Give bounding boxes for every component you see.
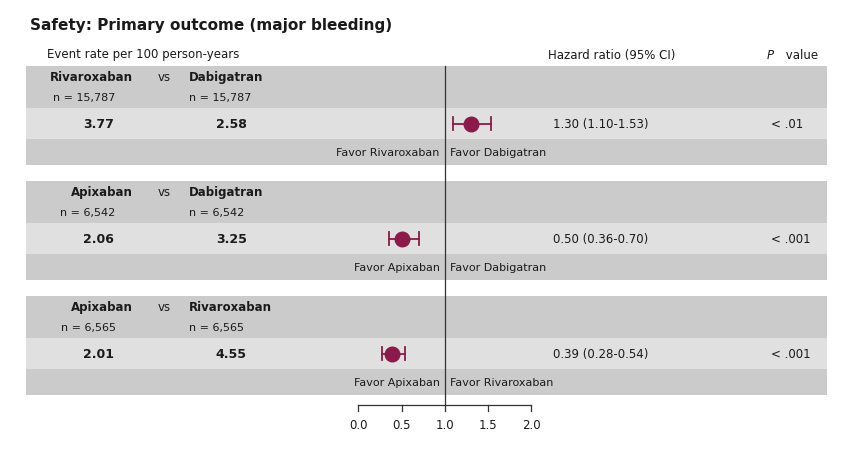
Text: < .01: < .01: [771, 118, 804, 131]
Text: Favor Rivaroxaban: Favor Rivaroxaban: [450, 377, 554, 387]
Text: 2.0: 2.0: [522, 418, 541, 431]
Bar: [26, 140, 827, 165]
Text: 0.5: 0.5: [393, 418, 411, 431]
Text: vs: vs: [158, 301, 171, 314]
Text: 2.58: 2.58: [216, 118, 247, 131]
Text: value: value: [782, 49, 818, 62]
Text: Favor Rivaroxaban: Favor Rivaroxaban: [336, 148, 440, 157]
Point: [394, 235, 408, 243]
Text: Apixaban: Apixaban: [71, 301, 133, 314]
Bar: [26, 369, 827, 395]
Bar: [26, 181, 827, 224]
Text: Favor Apixaban: Favor Apixaban: [354, 377, 440, 387]
Bar: [26, 255, 827, 280]
Text: < .001: < .001: [771, 347, 811, 361]
Text: n = 6,542: n = 6,542: [61, 208, 116, 218]
Text: 2.01: 2.01: [83, 347, 114, 361]
Bar: [26, 296, 827, 339]
Text: n = 6,542: n = 6,542: [189, 208, 243, 218]
Text: 1.30 (1.10-1.53): 1.30 (1.10-1.53): [553, 118, 648, 131]
Text: < .001: < .001: [771, 233, 811, 246]
Text: Hazard ratio (95% CI): Hazard ratio (95% CI): [548, 49, 676, 62]
Text: vs: vs: [158, 71, 171, 84]
Text: n = 6,565: n = 6,565: [189, 323, 243, 332]
Text: Rivaroxaban: Rivaroxaban: [50, 71, 133, 84]
Bar: [26, 339, 827, 369]
Text: Apixaban: Apixaban: [71, 186, 133, 199]
Text: 3.77: 3.77: [83, 118, 114, 131]
Bar: [26, 109, 827, 140]
Bar: [26, 224, 827, 255]
Text: 0.0: 0.0: [349, 418, 368, 431]
Text: Favor Apixaban: Favor Apixaban: [354, 263, 440, 272]
Text: 1.5: 1.5: [479, 418, 497, 431]
Text: Dabigatran: Dabigatran: [189, 71, 263, 84]
Text: n = 15,787: n = 15,787: [189, 93, 251, 103]
Point: [385, 351, 399, 358]
Text: Rivaroxaban: Rivaroxaban: [189, 301, 272, 314]
Text: Dabigatran: Dabigatran: [189, 186, 263, 199]
Text: n = 6,565: n = 6,565: [61, 323, 116, 332]
Text: 0.39 (0.28-0.54): 0.39 (0.28-0.54): [553, 347, 648, 361]
Text: 0.50 (0.36-0.70): 0.50 (0.36-0.70): [553, 233, 648, 246]
Text: 1.0: 1.0: [435, 418, 454, 431]
Text: vs: vs: [158, 186, 171, 199]
Text: n = 15,787: n = 15,787: [53, 93, 116, 103]
Text: P: P: [767, 49, 774, 62]
Text: Favor Dabigatran: Favor Dabigatran: [450, 148, 546, 157]
Text: Event rate per 100 person-years: Event rate per 100 person-years: [47, 48, 239, 61]
Point: [464, 121, 477, 129]
Text: 4.55: 4.55: [216, 347, 247, 361]
Bar: [26, 67, 827, 109]
Text: Safety: Primary outcome (major bleeding): Safety: Primary outcome (major bleeding): [30, 18, 393, 34]
Text: 2.06: 2.06: [83, 233, 114, 246]
Text: Favor Dabigatran: Favor Dabigatran: [450, 263, 546, 272]
Text: 3.25: 3.25: [216, 233, 247, 246]
